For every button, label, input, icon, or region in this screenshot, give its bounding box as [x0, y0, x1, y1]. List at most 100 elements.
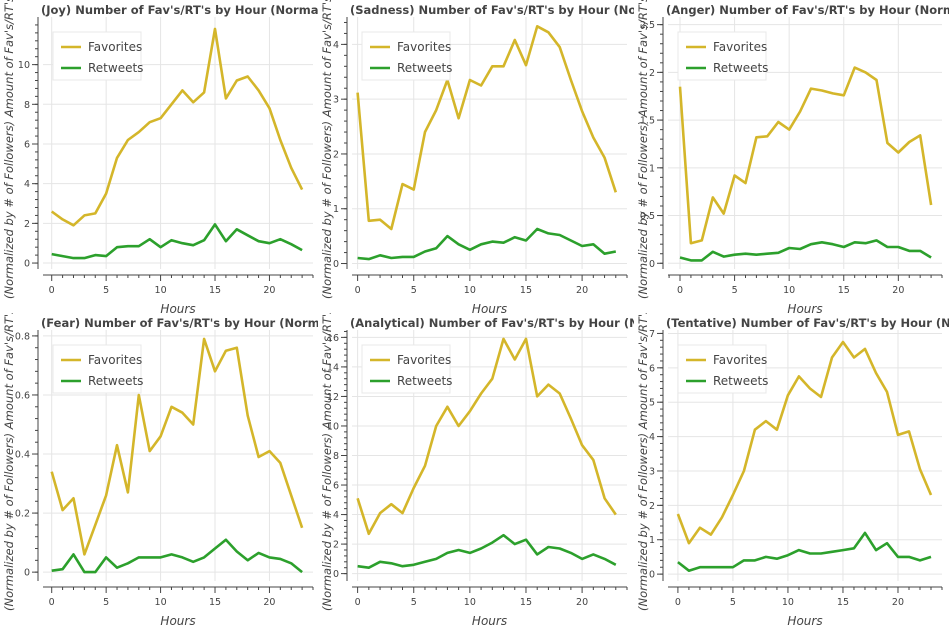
y-tick-label: 6	[333, 481, 339, 492]
x-tick-label: 10	[782, 597, 794, 608]
y-tick-label: 1	[649, 163, 655, 174]
chart-panel: 0 5 10 15 20 0 1 2 3 4 5 6 7 Favorites Retweets (Tentat…	[636, 313, 949, 627]
y-tick-label: 7	[649, 329, 655, 340]
y-tick-label: 10	[18, 60, 30, 71]
gridlines	[668, 330, 942, 581]
y-tick-label: 0.4	[15, 450, 30, 461]
y-tick-label: 3	[333, 95, 339, 106]
y-tick-label: 1	[333, 204, 339, 215]
series-line-retweets	[679, 239, 932, 262]
x-tick-label: 20	[576, 285, 588, 296]
y-tick-label: 4	[333, 40, 339, 51]
x-tick-label: 5	[411, 597, 417, 608]
y-tick-label: 0	[24, 568, 30, 579]
legend-label-favorites: Favorites	[713, 353, 767, 367]
legend-label-favorites: Favorites	[88, 40, 142, 54]
y-tick-label: 14	[327, 362, 339, 373]
chart-panel: 0 5 10 15 20 0 1 2 3 4 Favorites Retweets (Sadness) …	[320, 0, 634, 313]
legend: Favorites Retweets	[52, 344, 143, 394]
x-axis-label: Hours	[160, 614, 195, 627]
chart-panel: 0 5 10 15 20 0 2 4 6 8 10 12 14 16 Favorites Retweets (A…	[320, 313, 634, 627]
y-axis-label: (Normalized by # of Followers) Amount of…	[2, 0, 16, 299]
x-tick-label: 10	[155, 285, 167, 296]
y-tick-label: 6	[24, 139, 30, 150]
y-tick-label: 0.5	[640, 211, 655, 222]
legend: Favorites Retweets	[361, 344, 452, 394]
x-tick-label: 15	[209, 597, 221, 608]
x-tick-label: 20	[263, 597, 275, 608]
y-tick-label: 2	[649, 501, 655, 512]
y-tick-label: 3	[649, 466, 655, 477]
legend-label-retweets: Retweets	[713, 61, 768, 75]
x-tick-label: 0	[49, 597, 55, 608]
x-tick-label: 10	[464, 597, 476, 608]
series-lines	[676, 340, 933, 572]
y-axis-label: (Normalized by # of Followers) Amount of…	[320, 0, 334, 299]
x-tick-label: 15	[837, 597, 849, 608]
series-line-favorites	[356, 337, 617, 536]
y-tick-label: 12	[327, 392, 339, 403]
gridlines	[352, 17, 627, 269]
y-tick-label: 4	[333, 510, 339, 521]
series-lines	[356, 337, 617, 569]
x-tick-label: 15	[520, 597, 532, 608]
series-line-favorites	[50, 27, 304, 227]
y-tick-label: 0.6	[15, 390, 30, 401]
x-tick-label: 10	[464, 285, 476, 296]
y-tick-label: 2.5	[640, 20, 655, 31]
series-line-retweets	[357, 533, 617, 569]
y-tick-label: 4	[24, 179, 30, 190]
legend-label-retweets: Retweets	[88, 61, 143, 75]
x-tick-label: 15	[209, 285, 221, 296]
x-tick-label: 20	[263, 285, 275, 296]
legend-label-retweets: Retweets	[713, 374, 768, 388]
y-tick-label: 0	[333, 569, 339, 580]
y-tick-label: 0.8	[15, 331, 30, 342]
legend: Favorites Retweets	[677, 31, 768, 81]
x-tick-label: 5	[411, 285, 417, 296]
series-lines	[356, 25, 618, 261]
y-tick-label: 1.5	[640, 116, 655, 127]
legend-label-favorites: Favorites	[397, 353, 451, 367]
y-tick-label: 1	[649, 535, 655, 546]
legend-label-retweets: Retweets	[88, 374, 143, 388]
y-tick-label: 0	[649, 259, 655, 270]
series-lines	[50, 27, 304, 260]
series-lines	[678, 66, 933, 262]
chart-title: (Tentative) Number of Fav's/RT's by Hour…	[666, 316, 949, 330]
x-tick-label: 5	[732, 285, 738, 296]
series-line-favorites	[50, 337, 304, 556]
chart-title: (Analytical) Number of Fav's/RT's by Hou…	[350, 316, 634, 330]
legend: Favorites Retweets	[52, 31, 143, 81]
x-tick-label: 20	[576, 597, 588, 608]
chart-title: (Sadness) Number of Fav's/RT's by Hour (…	[350, 3, 634, 17]
chart-panel: 0 5 10 15 20 0 0.2 0.4 0.6 0.8 Favorites Retweets (F…	[2, 313, 318, 627]
y-tick-label: 0	[649, 570, 655, 581]
x-axis-label: Hours	[472, 302, 507, 313]
series-line-retweets	[51, 223, 303, 260]
x-tick-label: 5	[730, 597, 736, 608]
chart-title: (Anger) Number of Fav's/RT's by Hour (No…	[666, 3, 949, 17]
x-tick-label: 0	[49, 285, 55, 296]
legend-label-favorites: Favorites	[88, 353, 142, 367]
y-tick-label: 6	[649, 363, 655, 374]
y-tick-label: 4	[649, 432, 655, 443]
legend-label-retweets: Retweets	[397, 374, 452, 388]
x-tick-label: 10	[155, 597, 167, 608]
x-tick-label: 0	[675, 597, 681, 608]
y-axis-label: (Normalized by # of Followers) Amount of…	[636, 0, 650, 299]
y-tick-label: 2	[333, 540, 339, 551]
x-tick-label: 5	[103, 597, 109, 608]
x-axis-label: Hours	[787, 614, 822, 627]
y-tick-label: 10	[327, 421, 339, 432]
legend-label-favorites: Favorites	[713, 40, 767, 54]
legend-label-retweets: Retweets	[397, 61, 452, 75]
legend: Favorites Retweets	[677, 344, 768, 394]
y-tick-label: 0.2	[15, 509, 30, 520]
legend-box	[677, 31, 767, 81]
x-tick-label: 10	[783, 285, 795, 296]
legend-label-favorites: Favorites	[397, 40, 451, 54]
y-tick-label: 2	[333, 149, 339, 160]
y-tick-label: 2	[649, 68, 655, 79]
